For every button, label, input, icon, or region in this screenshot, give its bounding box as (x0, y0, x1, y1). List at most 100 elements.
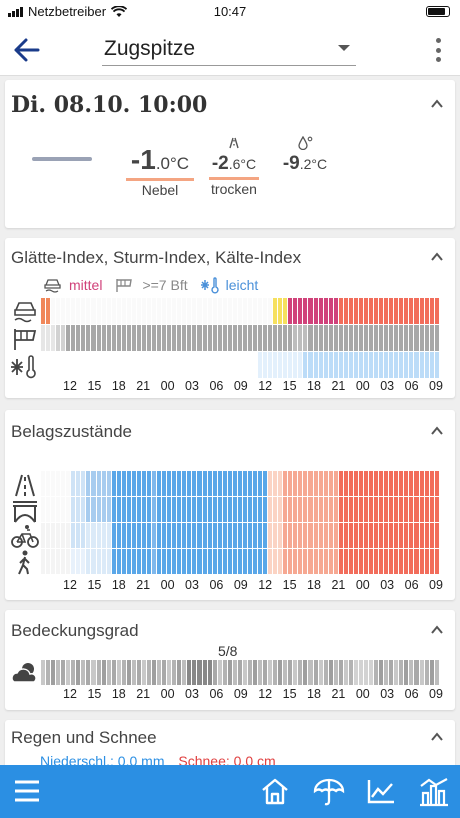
grid-cell (177, 352, 183, 379)
grid-cell (358, 523, 364, 549)
hamburger-menu-icon[interactable] (14, 780, 40, 802)
grid-cell (157, 523, 163, 549)
grid-cell (167, 497, 173, 523)
clock: 10:47 (213, 4, 247, 19)
kaelte-level: leicht (225, 277, 259, 293)
location-dropdown[interactable]: Zugspitze (102, 34, 356, 66)
grid-cell (369, 549, 375, 575)
grid-cell (76, 352, 82, 379)
grid-cell (56, 549, 62, 575)
chevron-up-icon[interactable] (431, 251, 443, 263)
line-chart-icon[interactable] (366, 777, 396, 805)
grid-cell (263, 523, 269, 549)
grid-cell (167, 352, 173, 379)
grid-cell (172, 660, 178, 686)
grid-cell (217, 471, 223, 497)
grid-cell (192, 523, 198, 549)
grid-cell (394, 325, 400, 352)
grid-cell (177, 298, 183, 325)
more-menu-icon[interactable] (434, 38, 442, 62)
grid-cell (313, 298, 319, 325)
grid-cell (101, 325, 107, 352)
umbrella-icon[interactable] (313, 777, 345, 807)
grid-cell (348, 298, 354, 325)
hour-tick-label: 18 (307, 687, 321, 701)
air-temp-dec: .0°C (155, 154, 190, 173)
grid-cell (318, 497, 324, 523)
grid-cell (146, 325, 153, 352)
hour-tick-label: 00 (355, 687, 370, 701)
grid-cell (197, 352, 203, 379)
grid-cell (409, 325, 415, 352)
grid-cell (313, 523, 319, 549)
status-bar: Netzbetreiber 10:47 (0, 0, 460, 24)
chevron-up-icon[interactable] (431, 624, 443, 636)
grid-cell (131, 325, 137, 352)
dewpoint-icon (298, 135, 313, 151)
road-temperature: -2.6°C trocken (203, 136, 265, 197)
windsock-icon (116, 279, 133, 292)
grid-cell (131, 660, 137, 686)
grid-cell (101, 298, 107, 325)
grid-cell (96, 660, 102, 686)
grid-cell (172, 325, 178, 352)
grid-cell (56, 471, 62, 497)
dew-temp-int: -9 (282, 153, 300, 174)
grid-cell (202, 549, 208, 575)
grid-cell (308, 549, 314, 575)
grid-row (41, 325, 440, 352)
grid-cell (429, 497, 435, 523)
grid-cell (369, 471, 375, 497)
grid-cell (51, 298, 57, 325)
grid-cell (293, 298, 299, 325)
bar-chart-icon[interactable] (418, 777, 450, 807)
grid-cell (101, 549, 107, 575)
grid-cell (91, 325, 97, 352)
grid-cell (293, 497, 299, 523)
grid-cell (232, 471, 238, 497)
grid-cell (333, 298, 339, 325)
chevron-up-icon[interactable] (431, 98, 443, 110)
grid-cell (126, 497, 132, 523)
grid-cell (278, 523, 284, 549)
grid-cell (364, 352, 370, 379)
grid-cell (434, 471, 440, 497)
carrier-name: Netzbetreiber (28, 4, 107, 19)
grid-cell (227, 325, 233, 352)
chevron-up-icon[interactable] (431, 731, 443, 743)
grid-cell (288, 471, 294, 497)
hour-tick-label: 18 (307, 379, 321, 393)
grid-cell (389, 471, 395, 497)
chevron-up-icon[interactable] (431, 425, 443, 437)
hour-tick-label: 06 (404, 687, 419, 701)
grid-cell (202, 497, 208, 523)
grid-cell (283, 298, 289, 325)
hour-tick-label: 12 (63, 578, 77, 592)
grid-cell (126, 523, 132, 549)
grid-cell (323, 549, 329, 575)
grid-cell (384, 471, 390, 497)
grid-cell (263, 298, 269, 325)
back-arrow-icon[interactable] (12, 36, 42, 64)
grid-cell (76, 471, 82, 497)
grid-cell (202, 523, 208, 549)
grid-cell (318, 298, 324, 325)
grid-cell (258, 497, 264, 523)
grid-cell (424, 352, 430, 379)
grid-cell (419, 549, 425, 575)
grid-cell (429, 660, 435, 686)
grid-cell (263, 549, 269, 575)
hour-tick-label: 06 (209, 578, 224, 592)
grid-cell (369, 497, 375, 523)
grid-cell (384, 523, 390, 549)
grid-cell (111, 352, 117, 379)
grid-cell (136, 325, 142, 352)
grid-cell (162, 497, 168, 523)
grid-cell (399, 352, 405, 379)
grid-cell (247, 325, 253, 352)
grid-cell (167, 549, 173, 575)
grid-cell (66, 523, 72, 549)
grid-cell (434, 497, 440, 523)
home-icon[interactable] (260, 777, 290, 805)
grid-cell (41, 497, 47, 523)
